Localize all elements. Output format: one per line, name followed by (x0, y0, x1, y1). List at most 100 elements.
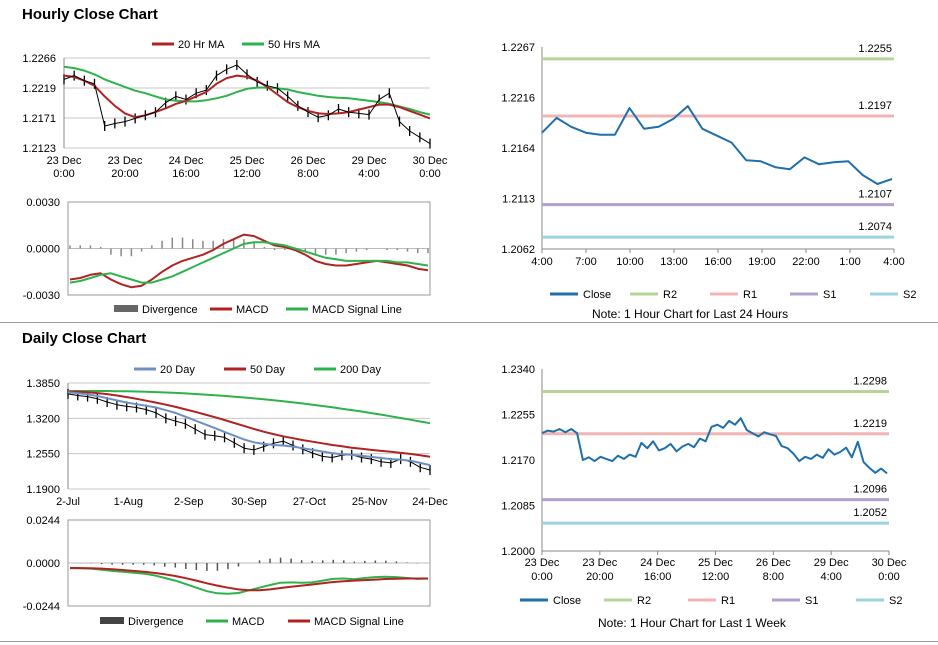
legend-divergence-label: Divergence (128, 616, 184, 628)
macd-line (69, 233, 429, 289)
legend-s2-label: S2 (903, 289, 916, 301)
level-r2-label: 1.2255 (858, 43, 892, 55)
legend-20hr-ma-label: 20 Hr MA (178, 39, 225, 51)
legend-r2-label: R2 (663, 289, 677, 301)
ma200-line (67, 390, 431, 425)
x-tick-time: 20:00 (111, 168, 139, 180)
legend-signal-label: MACD Signal Line (312, 304, 402, 316)
level-s1-label: 1.2107 (858, 189, 892, 201)
x-tick-date: 23 Dec (47, 155, 82, 167)
legend-s2-label: S2 (889, 595, 902, 607)
x-tick-time: 16:00 (172, 168, 200, 180)
x-tick-time: 12:00 (702, 571, 730, 583)
x-tick-label: 1-Aug (114, 496, 143, 508)
x-tick-time: 12:00 (233, 168, 261, 180)
x-tick-time: 4:00 (358, 168, 379, 180)
x-tick-label: 2-Jul (56, 496, 80, 508)
y-tick-label: 1.2171 (22, 113, 56, 125)
pivot-y-tick: 1.2164 (501, 143, 535, 155)
legend-s1-label: S1 (805, 595, 818, 607)
ma50-line (63, 65, 431, 116)
legend-divergence-label: Divergence (142, 304, 198, 316)
x-tick-label: 22:00 (792, 256, 820, 268)
daily-section-title: Daily Close Chart (22, 330, 147, 347)
close-line (63, 64, 431, 145)
daily-pivot-chart: 1.2340 1.2255 1.2170 1.2085 1.2000 1.2298 1.22… (501, 364, 907, 607)
level-r1-label: 1.2219 (853, 418, 887, 430)
ma20-line (63, 74, 431, 120)
y-tick-label: 1.3200 (26, 413, 60, 425)
macd-y-tick: 0.0030 (26, 197, 60, 209)
x-tick-label: 4:00 (531, 256, 552, 268)
y-tick-label: 1.2550 (26, 449, 60, 461)
x-tick-date: 29 Dec (352, 155, 387, 167)
pivot-y-tick: 1.2267 (501, 42, 535, 54)
close-line (541, 417, 888, 475)
hourly-pivot-note: Note: 1 Hour Chart for Last 24 Hours (592, 307, 789, 321)
y-tick-label: 1.2219 (22, 83, 56, 95)
x-tick-date: 25 Dec (698, 557, 733, 569)
x-tick-label: 13:00 (660, 256, 688, 268)
legend-r1-label: R1 (721, 595, 735, 607)
macd-y-tick: -0.0244 (23, 601, 60, 613)
x-tick-date: 23 Dec (582, 557, 617, 569)
legend-r1-label: R1 (743, 289, 757, 301)
legend-close-label: Close (583, 289, 611, 301)
hourly-section-title: Hourly Close Chart (22, 6, 158, 23)
x-tick-date: 26 Dec (291, 155, 326, 167)
pivot-y-tick: 1.2170 (501, 455, 535, 467)
hourly-pivot-chart: 1.2267 1.2216 1.2164 1.2113 1.2062 1.2255 1.21… (501, 42, 916, 301)
pivot-y-tick: 1.2340 (501, 364, 535, 376)
x-tick-date: 30 Dec (872, 557, 907, 569)
level-r2-label: 1.2298 (853, 375, 887, 387)
x-tick-label: 4:00 (883, 256, 904, 268)
legend-macd-label: MACD (236, 304, 268, 316)
x-tick-label: 2-Sep (174, 496, 203, 508)
x-tick-label: 25-Nov (352, 496, 388, 508)
x-tick-time: 16:00 (644, 571, 672, 583)
macd-y-tick: -0.0030 (23, 290, 60, 302)
legend-divergence-swatch (100, 617, 124, 624)
close-line (67, 393, 431, 471)
x-tick-label: 1:00 (839, 256, 860, 268)
x-tick-label: 30-Sep (231, 496, 266, 508)
macd-y-tick: 0.0244 (26, 515, 60, 527)
x-tick-label: 24-Dec (412, 496, 448, 508)
signal-line (69, 566, 428, 592)
daily-macd-chart: 0.0244 0.0000 -0.0244 Divergence MACD MACD Si… (23, 515, 431, 628)
y-tick-label: 1.2123 (22, 143, 56, 155)
ma50-line (67, 390, 431, 458)
bottom-divider (0, 641, 938, 642)
legend-close-label: Close (553, 595, 581, 607)
level-s1-label: 1.2096 (853, 484, 887, 496)
x-tick-time: 8:00 (763, 571, 784, 583)
legend-50hrs-ma-label: 50 Hrs MA (268, 39, 321, 51)
pivot-y-tick: 1.2255 (501, 410, 535, 422)
pivot-y-tick: 1.2000 (501, 546, 535, 558)
daily-price-chart: 20 Day 50 Day 200 Day 1.3850 1.3200 1.2550 1.1… (26, 364, 448, 508)
x-tick-date: 30 Dec (413, 155, 448, 167)
x-tick-time: 4:00 (820, 571, 841, 583)
legend-200-day-label: 200 Day (340, 364, 381, 376)
legend-macd-label: MACD (232, 616, 264, 628)
x-tick-time: 0:00 (53, 168, 74, 180)
x-tick-time: 0:00 (878, 571, 899, 583)
x-tick-date: 23 Dec (525, 557, 560, 569)
x-tick-label: 27-Oct (293, 496, 326, 508)
y-tick-label: 1.1900 (26, 484, 60, 496)
pivot-y-tick: 1.2062 (501, 244, 535, 256)
legend-s1-label: S1 (823, 289, 836, 301)
section-divider (0, 322, 938, 323)
x-tick-time: 20:00 (586, 571, 614, 583)
legend-r2-label: R2 (637, 595, 651, 607)
x-tick-date: 23 Dec (108, 155, 143, 167)
pivot-y-tick: 1.2113 (502, 194, 535, 206)
legend-divergence-swatch (114, 305, 138, 312)
x-tick-date: 25 Dec (230, 155, 265, 167)
macd-y-tick: 0.0000 (26, 558, 60, 570)
level-r1-label: 1.2197 (858, 100, 892, 112)
daily-pivot-note: Note: 1 Hour Chart for Last 1 Week (598, 616, 786, 630)
y-tick-label: 1.2266 (22, 53, 56, 65)
pivot-y-tick: 1.2085 (501, 501, 535, 513)
close-line (541, 105, 893, 185)
